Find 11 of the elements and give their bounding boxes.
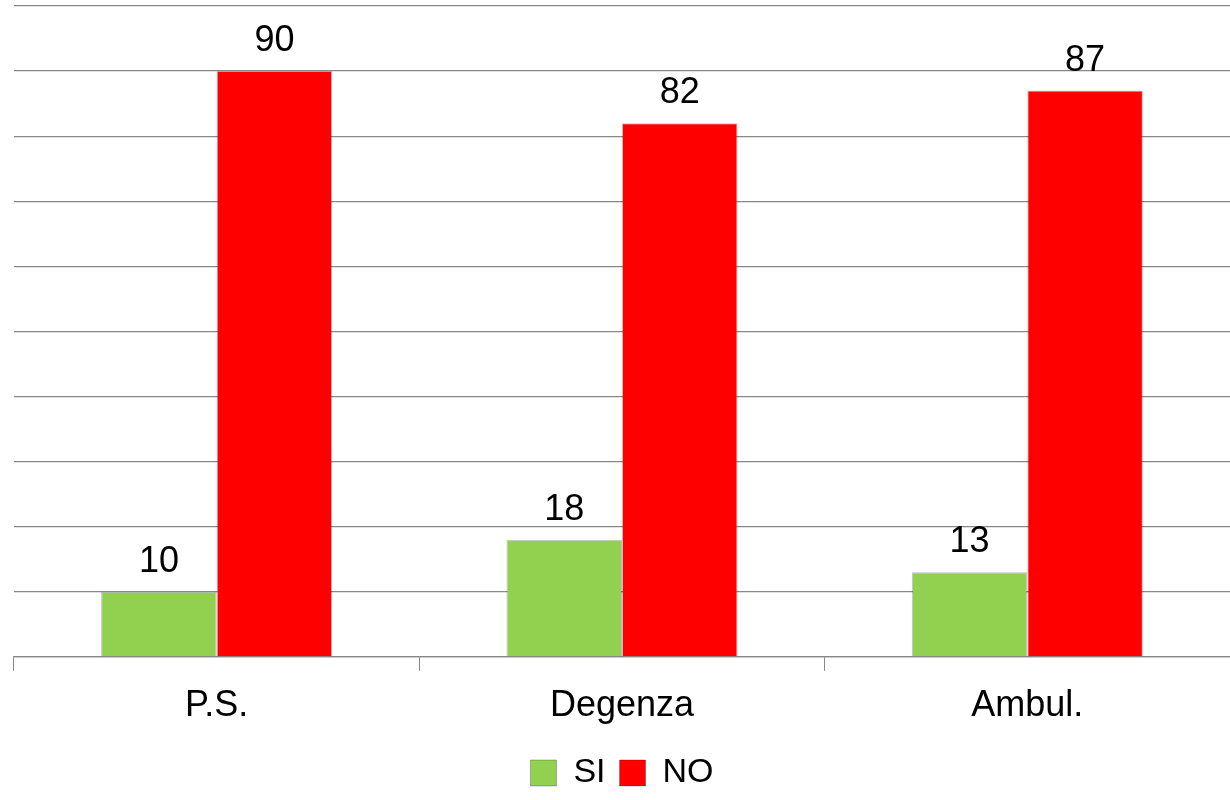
data-label: 82 <box>659 70 700 112</box>
data-label: 90 <box>254 18 295 59</box>
legend-label: SI <box>573 751 606 790</box>
data-label: 18 <box>544 486 585 528</box>
x-tick-label: P.S. <box>184 683 249 725</box>
x-tick-label: Ambul. <box>971 683 1084 725</box>
legend-label: NO <box>662 751 714 790</box>
data-label: 13 <box>949 519 990 561</box>
x-tick-label: Degenza <box>549 683 696 725</box>
data-label: 87 <box>1065 37 1106 79</box>
data-label: 10 <box>138 538 179 580</box>
